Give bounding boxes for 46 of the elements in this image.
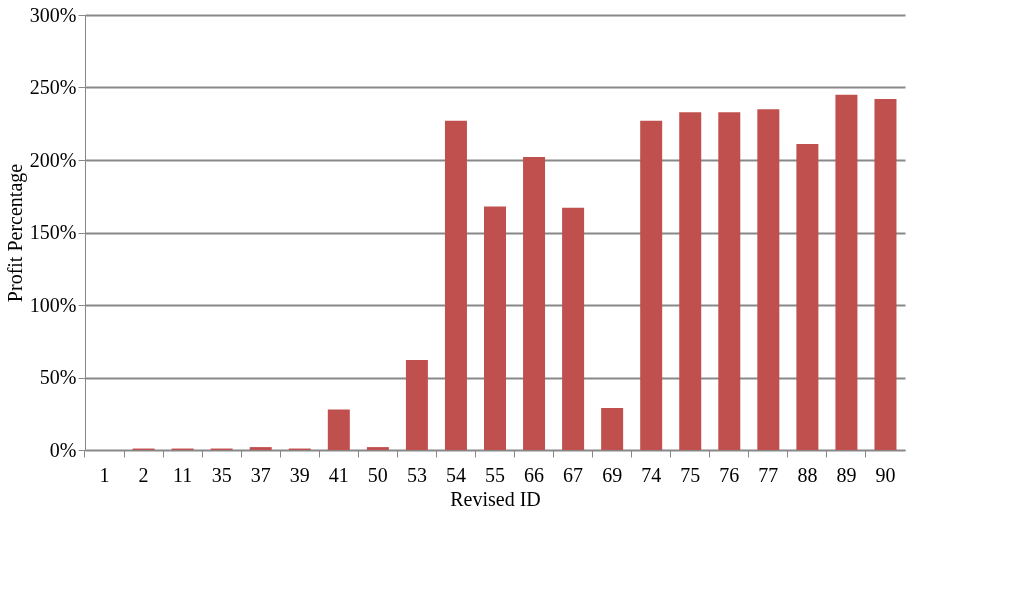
bar [601,407,624,450]
bar [249,447,272,450]
x-tick-label: 90 [875,463,896,486]
x-tick-label: 50 [367,463,388,486]
bar [327,409,350,450]
x-tick-label: 66 [524,463,545,486]
bar [484,206,506,450]
x-tick-label: 77 [758,463,779,486]
y-axis-title: Profit Percentage [3,163,27,303]
y-tick-label: 50% [39,366,77,388]
x-tick-label: 11 [172,463,193,486]
x-tick-label: 1 [99,463,110,486]
bar [523,157,546,450]
bar [444,120,467,450]
bar [796,144,819,450]
x-tick-label: 39 [289,463,310,486]
x-tick-label: 89 [836,463,857,486]
y-tick-label: 100% [29,293,77,316]
x-tick-label: 76 [719,463,740,486]
x-tick-label: 54 [445,463,466,486]
bar [874,99,897,450]
y-tick-label: 250% [29,76,77,98]
bar [679,112,702,450]
bar [718,112,741,450]
bar [640,120,663,450]
x-tick-label: 2 [138,463,149,486]
y-tick-label: 300% [29,3,77,26]
x-tick-label: 74 [641,463,662,486]
bar [366,447,389,450]
x-tick-label: 41 [328,463,349,486]
bar [405,360,428,450]
x-tick-label: 69 [602,463,623,486]
x-tick-label: 88 [797,463,818,486]
bar [835,94,858,450]
x-tick-label: 37 [250,463,271,486]
bar [562,207,585,450]
x-axis-title: Revised ID [450,487,541,510]
x-tick-label: 75 [680,463,701,486]
x-tick-label: 55 [485,463,505,486]
y-tick-label: 200% [29,148,77,171]
bar [757,109,780,450]
x-tick-label: 35 [211,463,232,486]
x-tick-label: 53 [406,463,427,486]
y-tick-label: 0% [49,438,77,461]
x-tick-label: 67 [563,463,584,486]
y-tick-label: 150% [29,221,77,243]
